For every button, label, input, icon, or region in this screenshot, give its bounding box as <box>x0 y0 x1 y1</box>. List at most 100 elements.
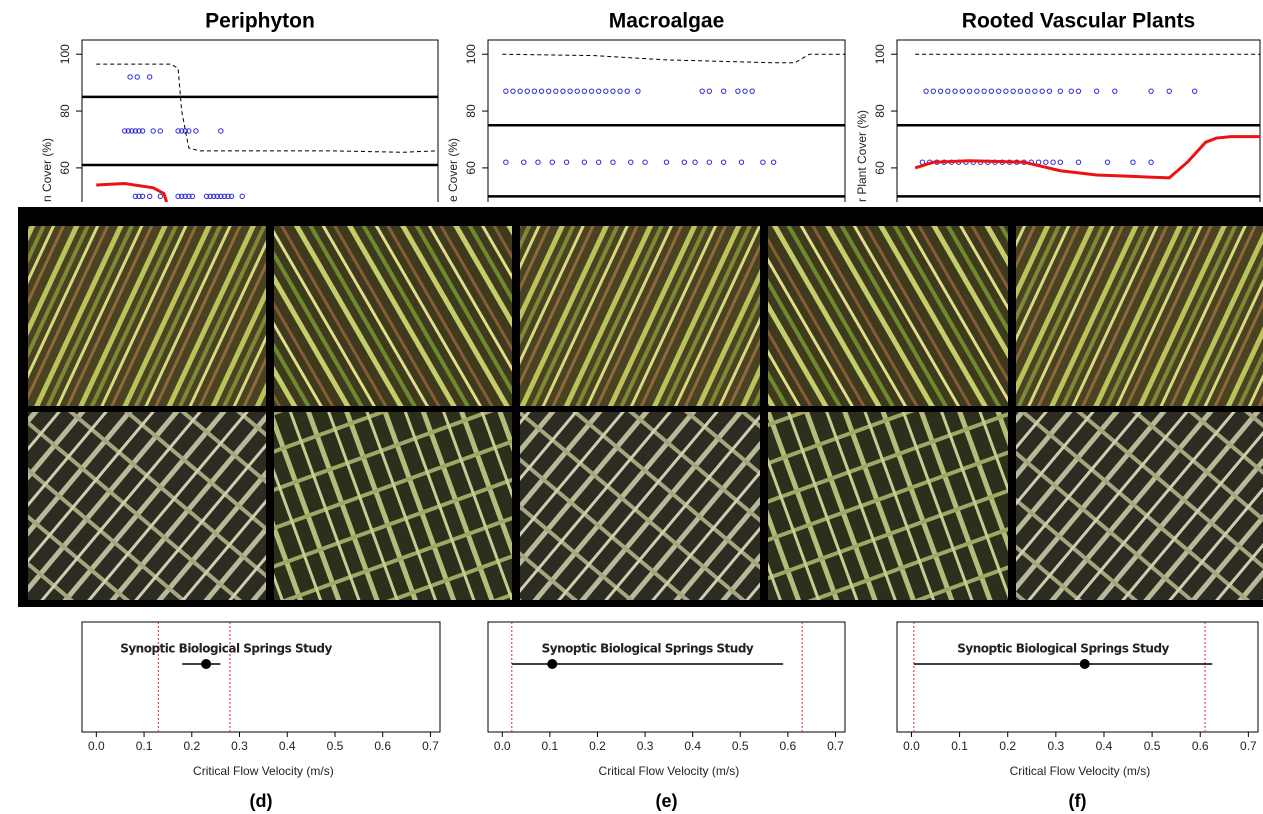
panel-label: (d) <box>250 791 273 811</box>
x-tick-label: 0.0 <box>494 739 511 753</box>
plot-frame <box>82 622 440 732</box>
data-point <box>946 89 950 93</box>
data-point <box>568 89 572 93</box>
photo <box>274 412 512 600</box>
data-point <box>1011 89 1015 93</box>
photo <box>1016 226 1263 406</box>
x-tick-label: 0.6 <box>780 739 797 753</box>
photo <box>28 226 266 406</box>
photo <box>1016 412 1263 600</box>
data-point <box>1033 89 1037 93</box>
data-point <box>158 194 162 198</box>
chart-title: Macroalgae <box>609 10 725 33</box>
x-tick-label: 0.6 <box>374 739 391 753</box>
data-point <box>975 89 979 93</box>
data-point <box>750 89 754 93</box>
data-point <box>1105 160 1109 164</box>
data-point <box>618 89 622 93</box>
y-tick-label: 60 <box>464 161 478 175</box>
x-tick-label: 0.2 <box>589 739 606 753</box>
data-point <box>931 89 935 93</box>
photo <box>768 412 1008 600</box>
data-point <box>1051 160 1055 164</box>
data-point <box>596 89 600 93</box>
figure: Periphytonn Cover (%)6080100 Macroalgae e … <box>0 0 1263 814</box>
photo <box>274 226 512 406</box>
data-point <box>582 160 586 164</box>
data-point <box>504 89 508 93</box>
data-point <box>989 89 993 93</box>
bottom-chart: 0.00.10.20.30.40.50.60.7Synoptic Biologi… <box>82 622 440 811</box>
data-point <box>721 89 725 93</box>
data-point <box>636 89 640 93</box>
data-point <box>550 160 554 164</box>
data-point <box>693 160 697 164</box>
x-tick-label: 0.4 <box>279 739 296 753</box>
data-point <box>504 160 508 164</box>
data-point <box>147 194 151 198</box>
data-point <box>643 160 647 164</box>
data-point <box>518 89 522 93</box>
dashed-line <box>502 54 845 63</box>
data-point <box>611 89 615 93</box>
body: Periphytonn Cover (%)6080100 Macroalgae e … <box>0 0 1263 814</box>
photo <box>520 226 760 406</box>
data-point <box>589 89 593 93</box>
data-point <box>967 89 971 93</box>
y-tick-label: 100 <box>58 44 72 64</box>
x-tick-label: 0.5 <box>1144 739 1161 753</box>
plot-frame <box>897 622 1258 732</box>
study-label: Synoptic Biological Springs Study <box>542 642 754 656</box>
data-point <box>982 89 986 93</box>
data-point <box>1076 160 1080 164</box>
x-tick-label: 0.1 <box>136 739 153 753</box>
plot-frame <box>488 40 845 202</box>
data-point <box>539 89 543 93</box>
data-point <box>629 160 633 164</box>
x-axis-label: Critical Flow Velocity (m/s) <box>1010 764 1151 778</box>
y-tick-label: 100 <box>873 44 887 64</box>
data-point <box>158 129 162 133</box>
data-point <box>1131 160 1135 164</box>
plot-area <box>82 64 438 210</box>
data-point <box>240 194 244 198</box>
photo <box>520 412 760 600</box>
data-point <box>1094 89 1098 93</box>
data-point <box>1044 160 1048 164</box>
data-point <box>682 160 686 164</box>
data-point <box>1167 89 1171 93</box>
data-point <box>960 89 964 93</box>
data-point <box>1149 160 1153 164</box>
page: Critical flow velocity figure {"chart_da… <box>0 0 1263 814</box>
data-point <box>707 89 711 93</box>
y-axis-label: e Cover (%) <box>446 138 460 202</box>
data-point <box>194 129 198 133</box>
photo <box>28 412 266 600</box>
y-tick-label: 100 <box>464 44 478 64</box>
data-point <box>219 129 223 133</box>
top-chart: Macroalgaee Cover (%)6080100 <box>446 10 845 202</box>
data-point <box>561 89 565 93</box>
data-point <box>151 129 155 133</box>
x-axis-label: Critical Flow Velocity (m/s) <box>599 764 740 778</box>
data-point <box>953 89 957 93</box>
data-point <box>761 160 765 164</box>
y-tick-label: 80 <box>873 104 887 118</box>
data-point <box>743 89 747 93</box>
data-point <box>1018 89 1022 93</box>
plot-frame <box>897 40 1260 202</box>
data-point <box>135 75 139 79</box>
y-axis-label: n Cover (%) <box>40 138 54 202</box>
plot-frame <box>488 622 845 732</box>
data-point <box>996 89 1000 93</box>
data-point <box>625 89 629 93</box>
data-point <box>532 89 536 93</box>
data-point <box>1192 89 1196 93</box>
data-point <box>1025 89 1029 93</box>
x-tick-label: 0.0 <box>88 739 105 753</box>
data-point <box>564 160 568 164</box>
data-point <box>721 160 725 164</box>
x-tick-label: 0.3 <box>637 739 654 753</box>
